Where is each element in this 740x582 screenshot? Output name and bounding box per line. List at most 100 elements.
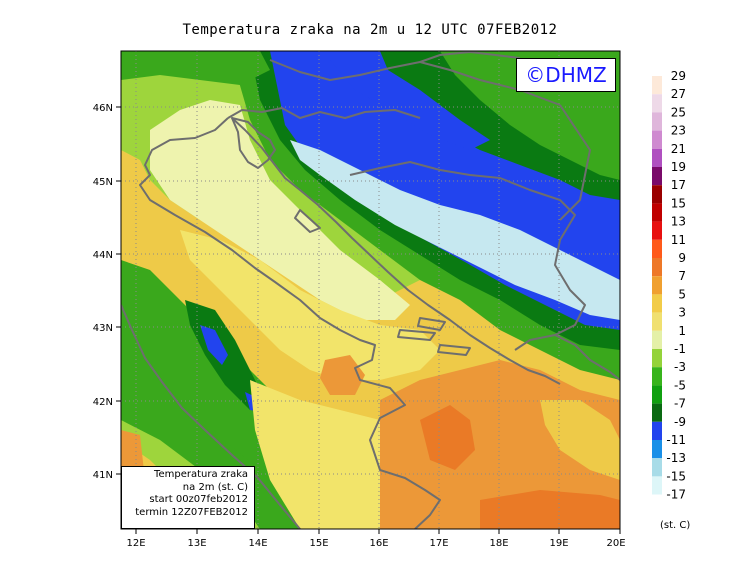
colorbar-label: -15 [666, 469, 686, 483]
island-hvar [397, 329, 436, 341]
lat-label: 45N [93, 177, 113, 188]
serbia-border [559, 104, 591, 221]
colorbar-label: 17 [671, 178, 686, 192]
colorbar-label: 3 [678, 306, 686, 320]
lon-label: 14E [248, 538, 267, 549]
colorbar-swatch [652, 367, 662, 386]
colorbar-label: 1 [678, 324, 686, 338]
pannonian-blue [330, 60, 490, 150]
colorbar-swatch [652, 148, 662, 167]
adriatic-warm-sea [180, 230, 440, 380]
colorbar-swatch [652, 276, 662, 295]
south-sea-yellow [250, 380, 380, 529]
italy-east-coast [139, 117, 441, 529]
southeast-hot-core-2 [480, 490, 620, 529]
colorbar-swatch [652, 458, 662, 477]
colorbar-label: 21 [671, 142, 686, 156]
colorbar-swatch [652, 312, 662, 331]
bih-border [349, 161, 586, 351]
coastlines-borders [121, 51, 620, 529]
croatia-north-border [269, 59, 561, 106]
plot-frame [120, 50, 621, 530]
colorbar-swatch [652, 130, 662, 149]
croatia-coast [231, 117, 561, 385]
colorbar-label: 5 [678, 287, 686, 301]
colorbar-swatch [652, 94, 662, 113]
hot-spot-gargano [320, 355, 365, 395]
colorbar-label: 25 [671, 105, 686, 119]
colorbar-label: -9 [674, 415, 686, 429]
dhmz-logo: ©DHMZ [516, 58, 616, 92]
lon-label: 20E [606, 538, 625, 549]
colorbar-swatch [652, 258, 662, 277]
lat-labels: 46N 45N 44N 43N 42N 41N [93, 103, 113, 481]
lon-label: 18E [489, 538, 508, 549]
colorbar-label: -13 [666, 451, 686, 465]
colorbar-label: -3 [674, 360, 686, 374]
lon-label: 17E [429, 538, 448, 549]
lat-label: 42N [93, 397, 113, 408]
colorbar-swatch [652, 476, 662, 495]
colorbar: 29 27 25 23 21 19 17 15 13 11 9 7 5 3 1 -1 -3 -5 -7 -9 -11 -1… [652, 69, 686, 513]
colorbar-unit: (st. C) [660, 520, 691, 531]
info-line-start: start 00z07feb2012 [149, 494, 248, 505]
lat-label: 44N [93, 250, 113, 261]
hungary-border [419, 51, 521, 63]
colorbar-swatch [652, 440, 662, 459]
colorbar-swatch [652, 185, 662, 204]
colorbar-label: 19 [671, 160, 686, 174]
info-line-variable: Temperatura zraka [154, 469, 248, 480]
colorbar-label: 29 [671, 69, 686, 83]
colorbar-label: -5 [674, 378, 686, 392]
lon-label: 13E [187, 538, 206, 549]
colorbar-label: 9 [678, 251, 686, 265]
island-brac [417, 317, 446, 331]
colorbar-label: 11 [671, 233, 686, 247]
island-pag [294, 209, 321, 233]
colorbar-swatch [652, 167, 662, 186]
colorbar-swatch [652, 76, 662, 95]
colorbar-swatch [652, 403, 662, 422]
colorbar-swatch [652, 239, 662, 258]
colorbar-label: 7 [678, 269, 686, 283]
map-title: Temperatura zraka na 2m u 12 UTC 07FEB20… [182, 22, 558, 38]
lon-labels: 12E 13E 14E 15E 16E 17E 18E 19E 20E [126, 538, 625, 549]
lat-label: 43N [93, 323, 113, 334]
southeast-warm-yellow [540, 400, 620, 480]
colorbar-label: -7 [674, 397, 686, 411]
colorbar-swatch [652, 112, 662, 131]
temperature-field [121, 51, 620, 529]
lon-label: 19E [549, 538, 568, 549]
adriatic-sea-zone [150, 100, 410, 320]
lon-label: 12E [126, 538, 145, 549]
colorbar-label: 15 [671, 196, 686, 210]
island-korcula [437, 344, 471, 356]
colorbar-label: 23 [671, 124, 686, 138]
info-box: Temperatura zraka na 2m (st. C) start 00… [121, 466, 255, 529]
italy-blue-pocket [200, 325, 228, 365]
lat-label: 41N [93, 470, 113, 481]
colorbar-swatch [652, 221, 662, 240]
lon-label: 15E [309, 538, 328, 549]
colorbar-swatch [652, 385, 662, 404]
colorbar-label: 13 [671, 215, 686, 229]
istria-outline [231, 117, 276, 169]
lon-label: 16E [369, 538, 388, 549]
lat-label: 46N [93, 103, 113, 114]
colorbar-label: -17 [666, 488, 686, 502]
southeast-hot-core [420, 405, 475, 470]
nw-green [121, 51, 270, 85]
info-line-valid: termin 12Z07FEB2012 [135, 506, 248, 518]
colorbar-swatch [652, 349, 662, 368]
slovenia-border [227, 107, 421, 119]
italy-west-coast [121, 304, 301, 529]
colorbar-swatch [652, 421, 662, 440]
colorbar-label: 27 [671, 87, 686, 101]
info-line-unit: na 2m (st. C) [182, 481, 248, 493]
montenegro-border [554, 334, 620, 381]
colorbar-swatch [652, 294, 662, 313]
colorbar-label: -11 [666, 433, 686, 447]
colorbar-label: -1 [674, 342, 686, 356]
axis-ticks [116, 106, 621, 534]
